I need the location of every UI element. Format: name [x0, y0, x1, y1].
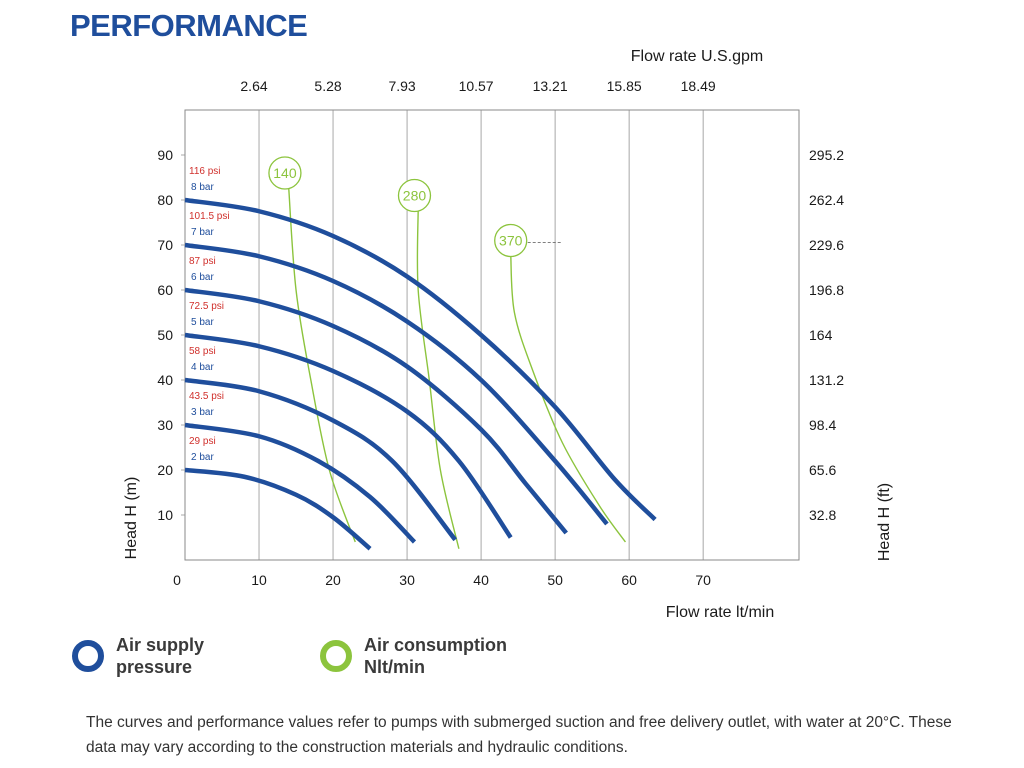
y-right-tick-label: 196.8 [809, 282, 844, 298]
x-tick-label: 50 [547, 572, 563, 588]
curve-labels: 140 280 370 29 psi 2 bar 43.5 psi 3 bar 58 psi 4… [189, 156, 562, 463]
x-tick-label: 30 [399, 572, 415, 588]
y-right-tick-label: 131.2 [809, 372, 844, 388]
x2-tick-label: 2.64 [240, 78, 267, 94]
x2-axis-label: Flow rate U.S.gpm [631, 48, 763, 65]
x2-tick-label: 15.85 [607, 78, 642, 94]
air-consumption-value: 280 [403, 188, 427, 204]
y-left-axis-label: Head H (m) [123, 477, 140, 560]
x-tick-label: 60 [621, 572, 637, 588]
y-left-tick-label: 90 [157, 147, 173, 163]
y-right-tick-label: 262.4 [809, 192, 844, 208]
pressure-line [184, 197, 657, 522]
pressure-line [184, 377, 457, 542]
legend-air-supply-label: Air supply pressure [116, 634, 204, 678]
y-right-tick-label: 229.6 [809, 237, 844, 253]
y-left-tick-label: 20 [157, 462, 173, 478]
psi-label: 87 psi [189, 256, 216, 267]
y-right-tick-label: 164 [809, 327, 833, 343]
y-left-tick-label: 70 [157, 237, 173, 253]
psi-label: 43.5 psi [189, 391, 224, 402]
psi-label: 116 psi [189, 166, 221, 177]
footnote: The curves and performance values refer … [86, 714, 952, 756]
pressure-line [184, 467, 372, 551]
performance-chart: 0 10 20 30 40 50 60 70 2.64 5.28 7.93 10.57 13.21 15… [123, 48, 893, 620]
y-right-tick-label: 98.4 [809, 417, 836, 433]
y-left-tick-label: 60 [157, 282, 173, 298]
bar-label: 4 bar [191, 362, 214, 373]
x2-tick-label: 10.57 [459, 78, 494, 94]
air-consumption-value: 140 [273, 165, 297, 181]
legend-air-consumption: Air consumption Nlt/min [320, 634, 507, 678]
y-right-tick-label: 295.2 [809, 147, 844, 163]
page-title: PERFORMANCE [70, 8, 308, 43]
y-right-tick-label: 32.8 [809, 507, 836, 523]
bar-label: 8 bar [191, 182, 214, 193]
x-axis-label: Flow rate lt/min [666, 604, 774, 620]
legend-air-supply: Air supply pressure [72, 634, 204, 678]
pressure-line [184, 287, 568, 535]
x2-tick-label: 13.21 [533, 78, 568, 94]
y-left-tick-label: 50 [157, 327, 173, 343]
bar-label: 2 bar [191, 452, 214, 463]
x-tick-label: 70 [695, 572, 711, 588]
x2-axis-ticks: 2.64 5.28 7.93 10.57 13.21 15.85 18.49 [240, 78, 716, 94]
x-tick-label: 20 [325, 572, 341, 588]
bar-label: 7 bar [191, 227, 214, 238]
air-consumption-line [287, 186, 356, 543]
bar-label: 6 bar [191, 272, 214, 283]
psi-label: 101.5 psi [189, 211, 230, 222]
bar-label: 5 bar [191, 317, 214, 328]
y-left-axis-ticks: 10 20 30 40 50 60 70 80 90 [157, 147, 173, 523]
legend-air-supply-line1: Air supply [116, 635, 205, 655]
blue-ring-icon [72, 640, 104, 672]
x-axis-ticks: 0 10 20 30 40 50 60 70 [173, 572, 711, 588]
air-consumption-line [510, 253, 627, 543]
legend-air-consumption-line1: Air consumption [364, 635, 507, 655]
air-consumption-line [416, 208, 460, 549]
y-right-tick-label: 65.6 [809, 462, 836, 478]
x2-tick-label: 18.49 [681, 78, 716, 94]
pressure-line [184, 422, 417, 544]
pressure-line [184, 332, 513, 539]
y-left-tick-label: 30 [157, 417, 173, 433]
bar-label: 3 bar [191, 407, 214, 418]
psi-label: 58 psi [189, 346, 216, 357]
y-left-tick-label: 10 [157, 507, 173, 523]
pressure-line [184, 242, 609, 526]
air-consumption-badge [397, 178, 432, 213]
legend-air-consumption-line2: Nlt/min [364, 657, 425, 677]
green-ring-icon [320, 640, 352, 672]
x2-tick-label: 5.28 [314, 78, 341, 94]
air-consumption-badge [494, 223, 528, 258]
x-tick-label: 0 [173, 572, 181, 588]
x2-tick-label: 7.93 [388, 78, 415, 94]
x-tick-label: 10 [251, 572, 267, 588]
air-consumption-badge [268, 156, 302, 190]
air-consumption-value: 370 [499, 233, 523, 249]
air-consumption-curves [287, 186, 627, 549]
legend-air-consumption-label: Air consumption Nlt/min [364, 634, 507, 678]
legend-air-supply-line2: pressure [116, 657, 193, 677]
psi-label: 72.5 psi [189, 301, 224, 312]
x-tick-label: 40 [473, 572, 489, 588]
pressure-curves [184, 197, 657, 551]
y-left-tick-label: 40 [157, 372, 173, 388]
y-left-tick-label: 80 [157, 192, 173, 208]
psi-label: 29 psi [189, 436, 216, 447]
y-right-axis-label: Head H (ft) [876, 483, 893, 561]
y-right-axis-ticks: 32.8 65.6 98.4 131.2 164 196.8 229.6 262.4 295.2 [809, 147, 844, 523]
